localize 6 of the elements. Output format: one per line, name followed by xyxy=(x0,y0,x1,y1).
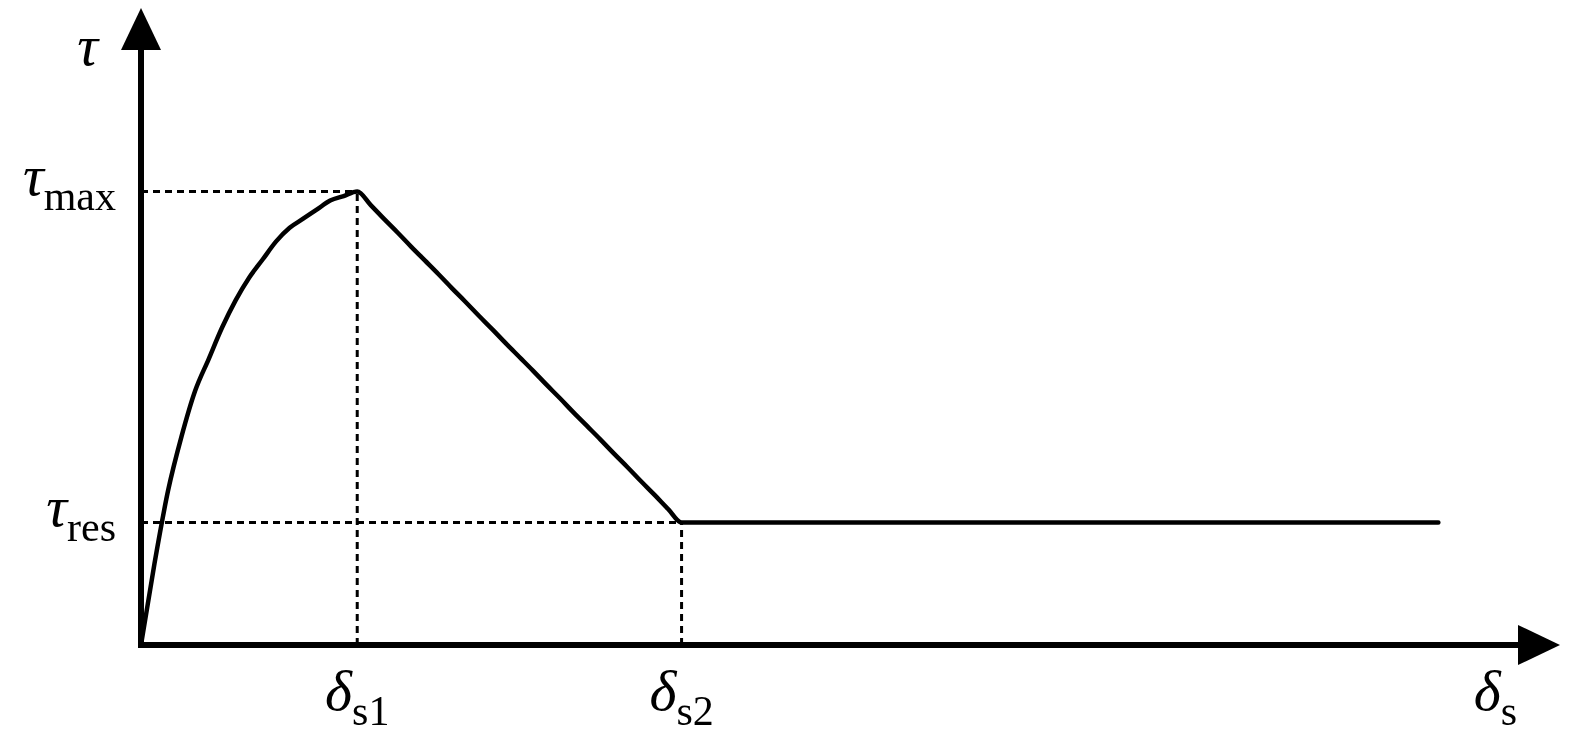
x-tick-label: δ$_{s1}$ xyxy=(325,658,390,732)
x-axis-title: δ$_{s}$ xyxy=(1473,658,1517,732)
x-tick-label: δ$_{s2}$ xyxy=(649,658,714,732)
y-axis-title: τ xyxy=(77,13,101,78)
ref-line-label: τ$_{max}$ xyxy=(22,142,116,219)
ref-line-label: τ$_{res}$ xyxy=(46,473,116,550)
